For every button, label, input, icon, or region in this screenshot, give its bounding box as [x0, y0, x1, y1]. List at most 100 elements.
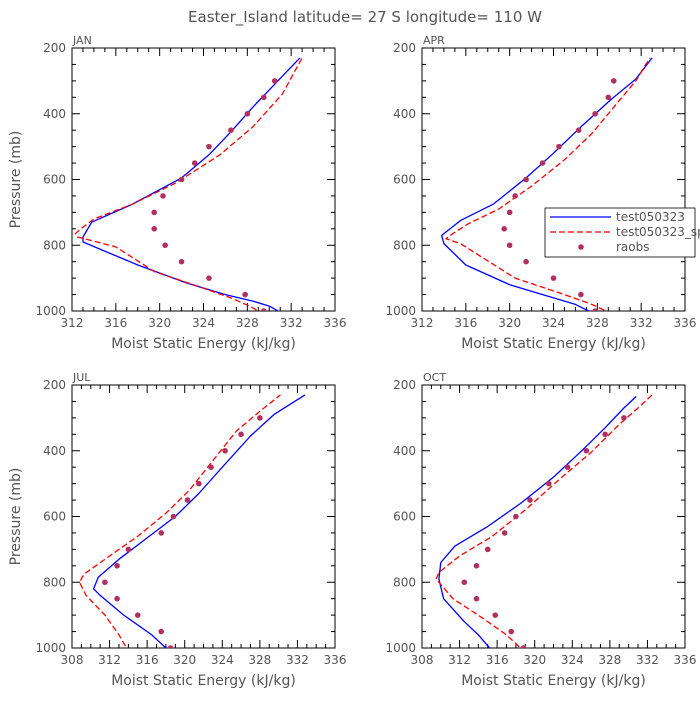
raobs-point: [546, 480, 552, 487]
plot-frame: [71, 47, 336, 312]
x-tick-label: 328: [236, 316, 259, 330]
series-group: [78, 394, 306, 648]
raobs-point: [151, 226, 157, 232]
test050323_splo-line: [78, 394, 281, 648]
y-axis-label: Pressure (mb): [8, 131, 24, 229]
raobs-point: [260, 94, 267, 101]
y-tick-label: 800: [43, 575, 66, 589]
y-tick-label: 1000: [385, 304, 416, 318]
raobs-point: [506, 209, 513, 216]
raobs-point: [461, 579, 468, 586]
x-tick-label: 312: [61, 316, 84, 330]
x-axis-label: Moist Static Energy (kJ/kg): [461, 673, 646, 689]
panel-label: OCT: [423, 371, 446, 384]
raobs-point: [178, 258, 185, 265]
raobs-point: [151, 209, 157, 216]
y-tick-label: 200: [393, 378, 416, 392]
y-tick-label: 800: [43, 238, 66, 252]
raobs-point: [158, 530, 165, 536]
raobs-point: [271, 78, 278, 84]
x-tick-label: 336: [324, 316, 347, 330]
x-tick-label: 328: [248, 653, 271, 667]
raobs-point: [160, 193, 166, 199]
x-tick-label: 332: [286, 653, 309, 667]
x-tick-label: 324: [561, 653, 584, 667]
test050323_splo-line: [74, 57, 303, 311]
raobs-point: [621, 415, 627, 421]
raobs-point: [508, 628, 515, 635]
panel-oct: OCT 308 312 316 320 324 328 332 336 200 400 600 800 1…: [385, 371, 696, 689]
panel-label: JAN: [72, 34, 92, 47]
raobs-point: [592, 308, 598, 311]
raobs-point: [206, 143, 212, 150]
y-tick-label: 200: [43, 378, 66, 392]
test050323-line: [438, 396, 637, 648]
x-tick-label: 312: [98, 653, 121, 667]
x-tick-label: 336: [324, 653, 347, 667]
raobs-point: [102, 579, 108, 586]
raobs-point: [556, 143, 562, 150]
y-tick-label: 200: [393, 41, 416, 55]
y-tick-label: 1000: [35, 304, 66, 318]
raobs-point: [492, 612, 499, 618]
raobs-point: [564, 464, 571, 470]
raobs-point: [206, 275, 212, 281]
y-tick-label: 200: [43, 41, 66, 55]
plot-frame: [71, 384, 336, 649]
y-tick-label: 400: [393, 444, 416, 458]
y-tick-label: 800: [393, 575, 416, 589]
x-axis-label: Moist Static Energy (kJ/kg): [111, 673, 296, 689]
x-tick-label: 316: [454, 316, 477, 330]
test050323-line: [92, 394, 306, 648]
raobs-point: [578, 291, 584, 298]
raobs-point: [602, 431, 608, 438]
x-tick-label: 332: [630, 316, 653, 330]
raobs-point: [260, 308, 267, 311]
x-tick-label: 332: [636, 653, 659, 667]
plot-frame: [421, 384, 686, 649]
raobs-point: [191, 160, 198, 166]
test050323-line: [82, 57, 301, 311]
raobs-point: [520, 645, 527, 648]
x-tick-label: 316: [136, 653, 159, 667]
raobs-point: [550, 275, 557, 281]
x-tick-label: 308: [411, 653, 434, 667]
raobs-point: [527, 497, 533, 503]
raobs-point: [506, 242, 513, 249]
raobs-point: [178, 176, 185, 183]
x-tick-label: 320: [523, 653, 546, 667]
raobs-point: [501, 226, 507, 232]
raobs-point: [523, 176, 529, 183]
legend-label: test050323: [616, 210, 685, 224]
raobs-point: [583, 447, 590, 454]
y-tick-label: 400: [43, 107, 66, 121]
raobs-point: [605, 94, 612, 101]
raobs-point: [513, 513, 519, 520]
raobs-point: [222, 447, 228, 454]
raobs-point: [196, 480, 202, 487]
y-tick-label: 800: [393, 238, 416, 252]
legend-label: test050323_splo: [616, 225, 700, 239]
y-tick-label: 600: [393, 173, 416, 187]
x-tick-label: 324: [211, 653, 234, 667]
raobs-point: [158, 628, 165, 635]
series-group: [441, 57, 653, 311]
x-tick-label: 320: [498, 316, 521, 330]
series-group: [435, 394, 653, 648]
y-axis-label: Pressure (mb): [8, 468, 24, 566]
x-tick-label: 316: [486, 653, 509, 667]
raobs-point: [244, 110, 251, 117]
y-tick-label: 600: [43, 173, 66, 187]
raobs-point: [257, 415, 263, 421]
test050323-line: [441, 57, 653, 311]
x-axis-label: Moist Static Energy (kJ/kg): [461, 336, 646, 352]
legend-label: raobs: [616, 240, 650, 254]
raobs-point: [523, 258, 529, 265]
raobs-point: [501, 530, 508, 536]
x-tick-label: 316: [104, 316, 127, 330]
panel-apr: APR 312 316 320 324 328 332 336 200 400 600 800 1000…: [385, 34, 696, 352]
x-tick-label: 324: [192, 316, 215, 330]
raobs-point: [484, 546, 491, 553]
raobs-point: [114, 563, 120, 569]
